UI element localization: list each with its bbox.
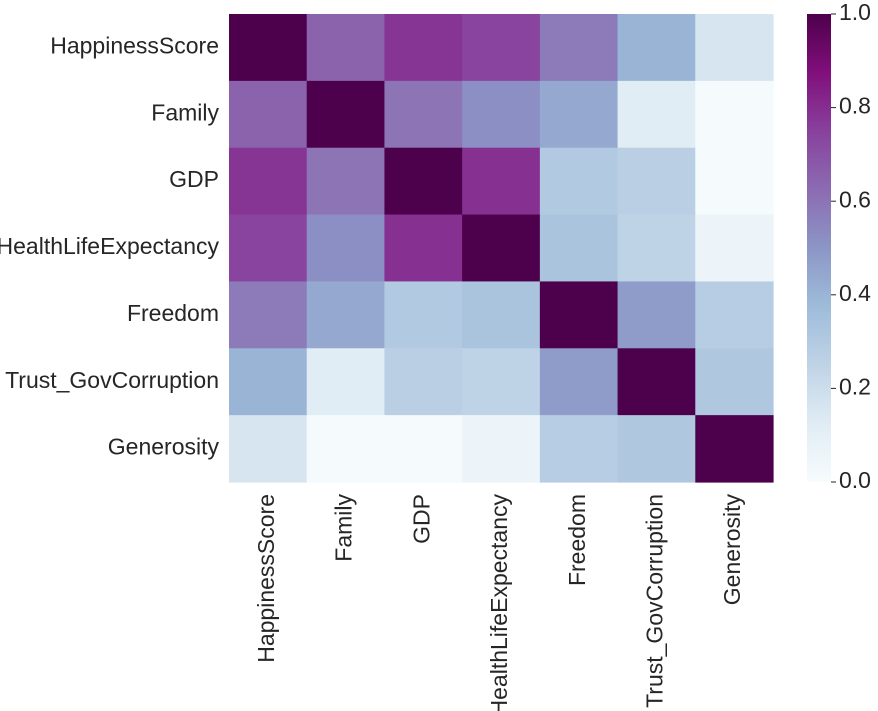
x-tick-label: Generosity bbox=[719, 494, 745, 606]
heatmap-cell-GDP-HealthLifeExpectancy bbox=[462, 147, 541, 216]
heatmap-cell-HealthLifeExpectancy-HealthLifeExpectancy bbox=[462, 214, 541, 283]
heatmap-cell-Generosity-Freedom bbox=[539, 415, 619, 483]
heatmap-cell-HealthLifeExpectancy-GDP bbox=[384, 214, 463, 283]
heatmap-cell-GDP-Family bbox=[306, 147, 386, 216]
heatmap-cell-Freedom-Freedom bbox=[539, 281, 619, 349]
colorbar-tick-label: 0.8 bbox=[839, 93, 871, 119]
heatmap-cell-Freedom-HappinessScore bbox=[229, 281, 308, 349]
heatmap-cell-Family-HappinessScore bbox=[229, 80, 308, 149]
x-tick-label: Family bbox=[331, 494, 357, 562]
heatmap-cell-GDP-Freedom bbox=[539, 147, 619, 216]
heatmap-cell-Trust_GovCorruption-Family bbox=[306, 348, 386, 416]
heatmap-cell-HappinessScore-HealthLifeExpectancy bbox=[462, 14, 541, 82]
y-tick-label: GDP bbox=[169, 166, 219, 192]
x-tick-label: Freedom bbox=[564, 494, 590, 586]
y-tick-label: Generosity bbox=[108, 434, 220, 460]
colorbar-tick-label: 0.6 bbox=[839, 186, 871, 212]
heatmap-cell-GDP-GDP bbox=[384, 147, 463, 216]
heatmap-cell-HappinessScore-Freedom bbox=[539, 14, 619, 82]
heatmap-cell-Freedom-GDP bbox=[384, 281, 463, 349]
heatmap-cell-HealthLifeExpectancy-Generosity bbox=[695, 214, 774, 283]
heatmap-cell-Trust_GovCorruption-HealthLifeExpectancy bbox=[462, 348, 541, 416]
heatmap-cells bbox=[229, 14, 774, 483]
colorbar-tick-label: 0.2 bbox=[839, 373, 871, 399]
colorbar-gradient bbox=[807, 14, 831, 482]
heatmap-cell-Trust_GovCorruption-Generosity bbox=[695, 348, 774, 416]
heatmap-cell-HealthLifeExpectancy-Family bbox=[306, 214, 386, 283]
heatmap-cell-Family-GDP bbox=[384, 80, 463, 149]
y-tick-label: HappinessScore bbox=[50, 33, 219, 59]
y-axis-tick-labels: HappinessScore Family GDP HealthLifeExpecta… bbox=[0, 33, 219, 460]
heatmap-cell-Freedom-Trust_GovCorruption bbox=[617, 281, 696, 349]
x-tick-label: GDP bbox=[408, 494, 434, 544]
heatmap-cell-Generosity-Generosity bbox=[695, 415, 774, 483]
colorbar-tick-label: 0.4 bbox=[839, 280, 871, 306]
heatmap-cell-Generosity-GDP bbox=[384, 415, 463, 483]
heatmap-cell-Freedom-Family bbox=[306, 281, 386, 349]
heatmap-cell-Generosity-Trust_GovCorruption bbox=[617, 415, 696, 483]
heatmap-cell-HappinessScore-Family bbox=[306, 14, 386, 82]
heatmap-cell-HappinessScore-GDP bbox=[384, 14, 463, 82]
colorbar: 0.0 0.2 0.4 0.6 0.8 1.0 bbox=[807, 0, 871, 493]
heatmap-cell-Generosity-Family bbox=[306, 415, 386, 483]
heatmap-cell-Trust_GovCorruption-Freedom bbox=[539, 348, 619, 416]
heatmap-cell-GDP-HappinessScore bbox=[229, 147, 308, 216]
y-tick-label: Family bbox=[151, 99, 219, 125]
heatmap-cell-HappinessScore-Generosity bbox=[695, 14, 774, 82]
y-tick-label: HealthLifeExpectancy bbox=[0, 233, 219, 259]
heatmap-cell-GDP-Trust_GovCorruption bbox=[617, 147, 696, 216]
heatmap-cell-Family-Freedom bbox=[539, 80, 619, 149]
y-tick-label: Trust_GovCorruption bbox=[5, 367, 219, 393]
heatmap-cell-GDP-Generosity bbox=[695, 147, 774, 216]
heatmap-cell-HealthLifeExpectancy-HappinessScore bbox=[229, 214, 308, 283]
heatmap-cell-Freedom-HealthLifeExpectancy bbox=[462, 281, 541, 349]
x-tick-label: Trust_GovCorruption bbox=[642, 494, 668, 708]
heatmap-cell-Family-Trust_GovCorruption bbox=[617, 80, 696, 149]
colorbar-tick-label: 1.0 bbox=[839, 0, 871, 25]
heatmap-cell-Generosity-HappinessScore bbox=[229, 415, 308, 483]
heatmap-cell-Freedom-Generosity bbox=[695, 281, 774, 349]
heatmap-cell-HealthLifeExpectancy-Trust_GovCorruption bbox=[617, 214, 696, 283]
heatmap-cell-Trust_GovCorruption-HappinessScore bbox=[229, 348, 308, 416]
x-tick-label: HappinessScore bbox=[253, 494, 279, 663]
heatmap-cell-Family-Family bbox=[306, 80, 386, 149]
heatmap-cell-HealthLifeExpectancy-Freedom bbox=[539, 214, 619, 283]
heatmap-cell-Family-Generosity bbox=[695, 80, 774, 149]
x-tick-label: HealthLifeExpectancy bbox=[486, 494, 512, 711]
x-axis-tick-labels: HappinessScore Family GDP HealthLifeExpecta… bbox=[253, 494, 745, 711]
heatmap-cell-Family-HealthLifeExpectancy bbox=[462, 80, 541, 149]
heatmap-cell-Generosity-HealthLifeExpectancy bbox=[462, 415, 541, 483]
colorbar-tick-labels: 0.0 0.2 0.4 0.6 0.8 1.0 bbox=[831, 0, 871, 493]
heatmap-cell-HappinessScore-Trust_GovCorruption bbox=[617, 14, 696, 82]
heatmap-cell-HappinessScore-HappinessScore bbox=[229, 14, 308, 82]
heatmap-cell-Trust_GovCorruption-Trust_GovCorruption bbox=[617, 348, 696, 416]
colorbar-tick-label: 0.0 bbox=[839, 467, 871, 493]
heatmap-cell-Trust_GovCorruption-GDP bbox=[384, 348, 463, 416]
y-tick-label: Freedom bbox=[127, 300, 219, 326]
